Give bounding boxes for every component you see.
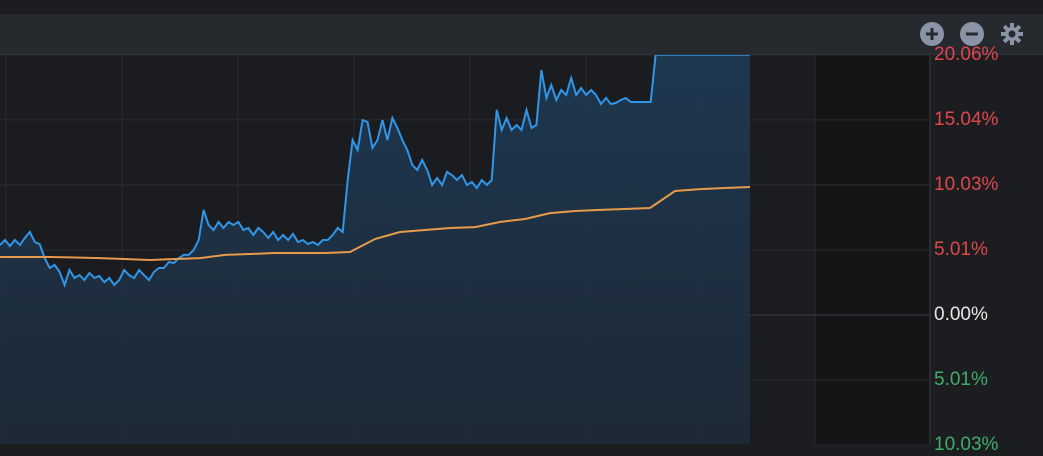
chart-toolbar	[0, 14, 1043, 55]
y-tick-label: 5.01%	[934, 369, 988, 391]
settings-button[interactable]	[1000, 22, 1024, 46]
y-tick-label: 5.01%	[934, 239, 988, 261]
gear-icon	[1000, 22, 1024, 46]
minus-circle-icon	[960, 22, 984, 46]
y-tick-label: 0.00%	[934, 304, 988, 326]
plus-circle-icon	[920, 22, 944, 46]
y-tick-label: 15.04%	[934, 109, 998, 131]
y-tick-label: 10.03%	[934, 174, 998, 196]
zoom-in-button[interactable]	[920, 22, 944, 46]
y-tick-label: 20.06%	[934, 44, 998, 66]
zoom-out-button[interactable]	[960, 22, 984, 46]
future-region	[815, 54, 930, 444]
y-tick-label: 10.03%	[934, 434, 998, 456]
chart-canvas[interactable]	[0, 0, 1043, 444]
